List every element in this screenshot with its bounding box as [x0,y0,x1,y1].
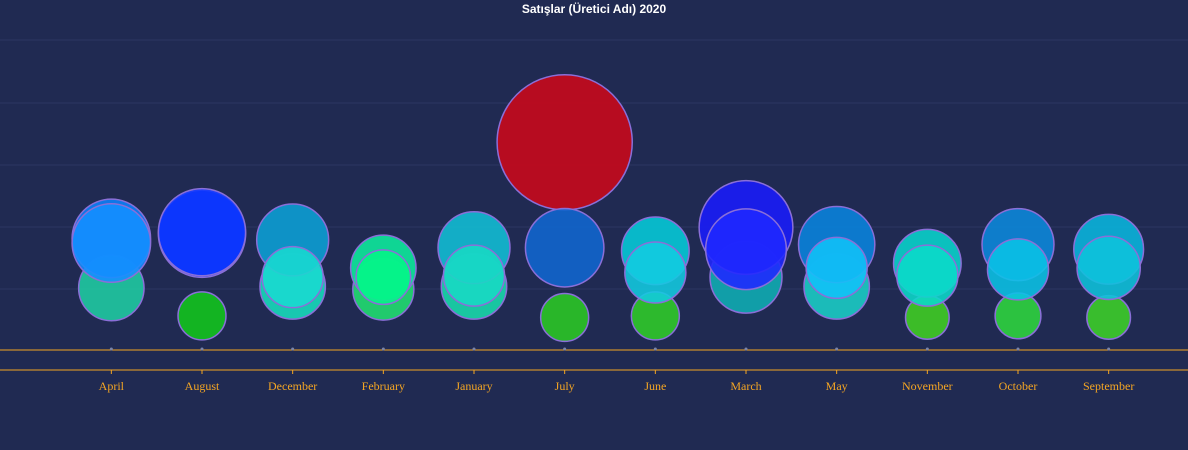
x-tick-label-september: September [1083,379,1134,393]
baseline-marker-december [291,347,295,351]
x-tick-label-february: February [362,379,405,393]
x-tick-label-october: October [999,379,1038,393]
x-tick-label-may: May [826,379,848,393]
bubble-s2-april [71,203,152,284]
bubble-s2-january [442,244,506,307]
baseline-marker-april [109,347,113,351]
x-tick-label-march: March [730,379,761,393]
baseline-marker-may [835,347,839,351]
x-tick-label-november: November [902,379,953,393]
baseline-marker-july [563,347,567,351]
bubble-s2-february [355,249,412,306]
bubble-s0-september [1086,294,1132,341]
bubble-s2-march [704,208,788,291]
bubble-s2-september [1076,235,1142,301]
bubble-s2-november [896,244,959,307]
bubble-s2-august [157,187,247,277]
baseline-marker-january [472,347,476,351]
baseline-marker-november [925,347,929,351]
baseline-marker-june [653,347,657,351]
baseline-marker-march [744,347,748,351]
x-tick-label-december: December [268,379,317,393]
x-tick-label-june: June [644,379,666,393]
x-tick-label-july: July [555,379,575,393]
bubble-s2-may [805,236,868,300]
bubble-s0-august [177,291,227,341]
x-tick-label-january: January [455,379,492,393]
bubble-s2-june [624,241,687,304]
baseline-marker-february [381,347,385,351]
chart-title: Satışlar (Üretici Adı) 2020 [521,2,667,16]
baseline-marker-september [1107,347,1111,351]
bubble-s0-july [539,292,590,343]
baseline-marker-august [200,347,204,351]
x-tick-label-august: August [185,379,220,393]
bubble-s2-october [986,238,1050,301]
x-tick-label-april: April [99,379,125,393]
bubble-s2-july [524,207,605,288]
baseline-marker-october [1016,347,1020,351]
bubble-s2-december [261,245,324,309]
bubble-s1-july [496,73,633,211]
